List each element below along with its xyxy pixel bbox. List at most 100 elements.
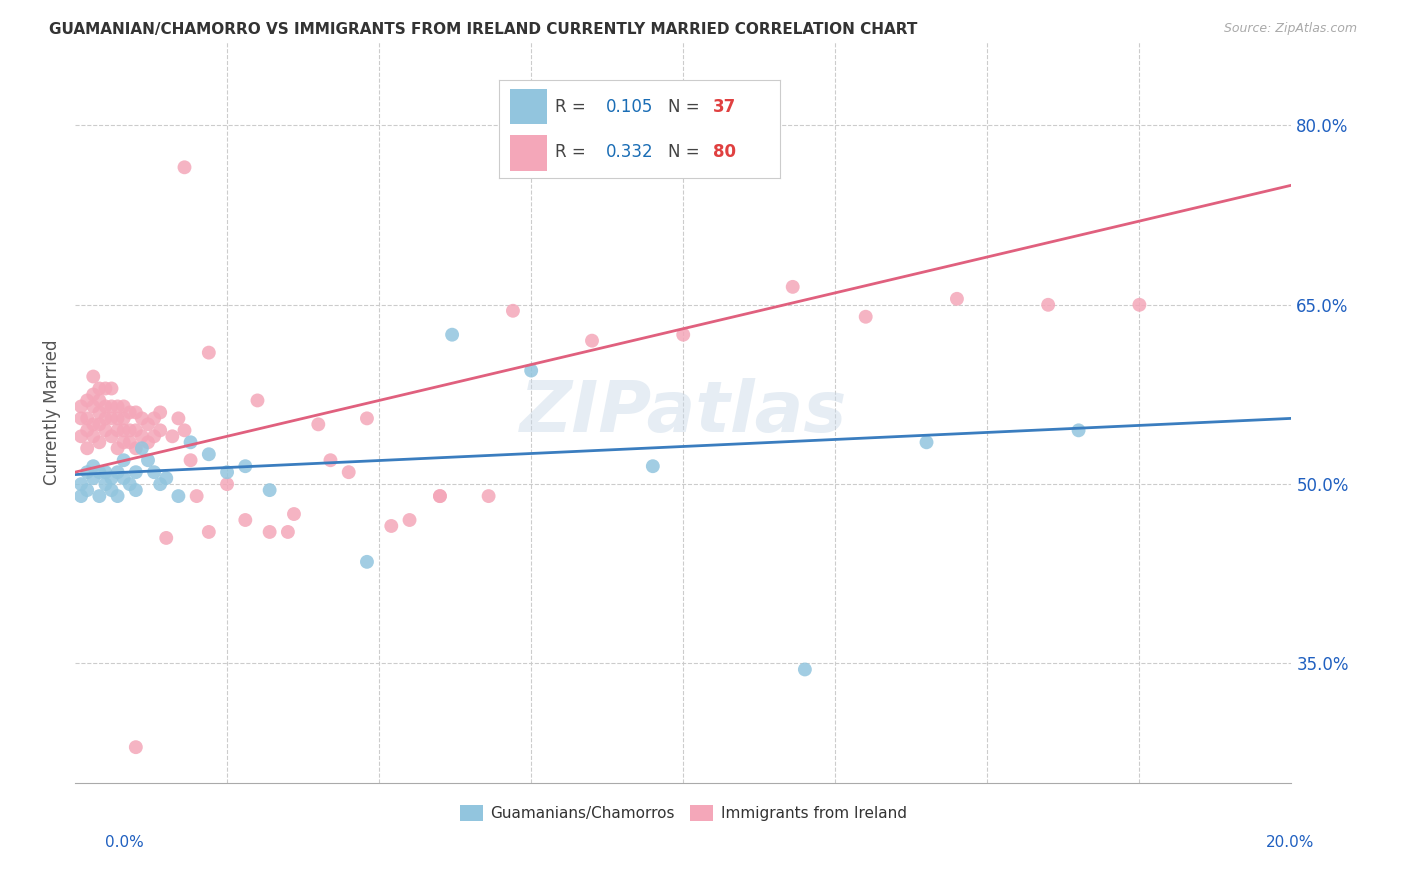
Point [215, 465, 238, 479]
Text: 0.332: 0.332 [606, 143, 654, 161]
Point [136, 417, 159, 432]
Point [398, 513, 420, 527]
Point [198, 345, 221, 359]
Point [112, 411, 135, 425]
Y-axis label: Currently Married: Currently Married [44, 340, 60, 485]
Text: N =: N = [668, 143, 704, 161]
Point [125, 483, 148, 497]
Point [107, 442, 129, 456]
Text: ZIPatlas: ZIPatlas [520, 378, 846, 447]
Point [143, 465, 166, 479]
Point [100, 471, 122, 485]
Text: 37: 37 [713, 98, 737, 116]
Text: N =: N = [668, 98, 704, 116]
Point [118, 477, 141, 491]
Point [107, 400, 129, 414]
Point [198, 524, 221, 539]
Point [131, 429, 153, 443]
Point [125, 405, 148, 419]
Bar [510, 89, 547, 124]
Point [112, 453, 135, 467]
Point [70, 411, 93, 425]
Point [155, 531, 177, 545]
Point [118, 423, 141, 437]
Point [429, 489, 451, 503]
Point [82, 429, 104, 443]
Point [89, 405, 111, 419]
Point [319, 453, 342, 467]
Point [478, 489, 501, 503]
Point [672, 327, 695, 342]
Point [1036, 298, 1059, 312]
Point [82, 400, 104, 414]
Point [855, 310, 877, 324]
Point [100, 429, 122, 443]
Point [149, 423, 172, 437]
Point [82, 417, 104, 432]
Point [246, 393, 269, 408]
Point [70, 429, 93, 443]
Point [112, 423, 135, 437]
Text: Source: ZipAtlas.com: Source: ZipAtlas.com [1223, 22, 1357, 36]
Point [131, 411, 153, 425]
Point [233, 513, 256, 527]
Point [94, 477, 117, 491]
Point [502, 303, 524, 318]
Point [186, 489, 208, 503]
Point [82, 459, 104, 474]
Point [100, 382, 122, 396]
Point [89, 465, 111, 479]
Point [89, 435, 111, 450]
Point [112, 400, 135, 414]
Point [94, 382, 117, 396]
Point [70, 400, 93, 414]
Point [149, 405, 172, 419]
Point [162, 429, 184, 443]
Point [107, 411, 129, 425]
Point [131, 442, 153, 456]
Point [441, 327, 464, 342]
Text: R =: R = [555, 143, 592, 161]
Point [89, 489, 111, 503]
Point [173, 423, 195, 437]
Point [94, 423, 117, 437]
Point [946, 292, 969, 306]
Text: R =: R = [555, 98, 592, 116]
Legend: Guamanians/Chamorros, Immigrants from Ireland: Guamanians/Chamorros, Immigrants from Ir… [454, 799, 912, 827]
Point [76, 442, 98, 456]
Point [76, 483, 98, 497]
Point [143, 429, 166, 443]
Text: GUAMANIAN/CHAMORRO VS IMMIGRANTS FROM IRELAND CURRENTLY MARRIED CORRELATION CHAR: GUAMANIAN/CHAMORRO VS IMMIGRANTS FROM IR… [49, 22, 918, 37]
Point [89, 417, 111, 432]
Text: 0.0%: 0.0% [105, 836, 145, 850]
Point [125, 442, 148, 456]
Point [118, 405, 141, 419]
Point [356, 411, 378, 425]
Point [173, 161, 195, 175]
Point [100, 411, 122, 425]
Point [429, 489, 451, 503]
Point [782, 280, 804, 294]
Point [167, 411, 190, 425]
Point [180, 453, 202, 467]
Text: 20.0%: 20.0% [1267, 836, 1315, 850]
Point [82, 387, 104, 401]
Point [76, 423, 98, 437]
Point [107, 465, 129, 479]
Point [356, 555, 378, 569]
Point [94, 465, 117, 479]
Point [155, 471, 177, 485]
Point [1067, 423, 1090, 437]
Point [641, 459, 664, 474]
Point [100, 483, 122, 497]
Point [125, 740, 148, 755]
Point [107, 423, 129, 437]
Point [136, 453, 159, 467]
Point [82, 369, 104, 384]
Bar [510, 136, 547, 170]
Point [94, 411, 117, 425]
Point [581, 334, 603, 348]
Point [107, 489, 129, 503]
Point [215, 477, 238, 491]
Point [89, 382, 111, 396]
